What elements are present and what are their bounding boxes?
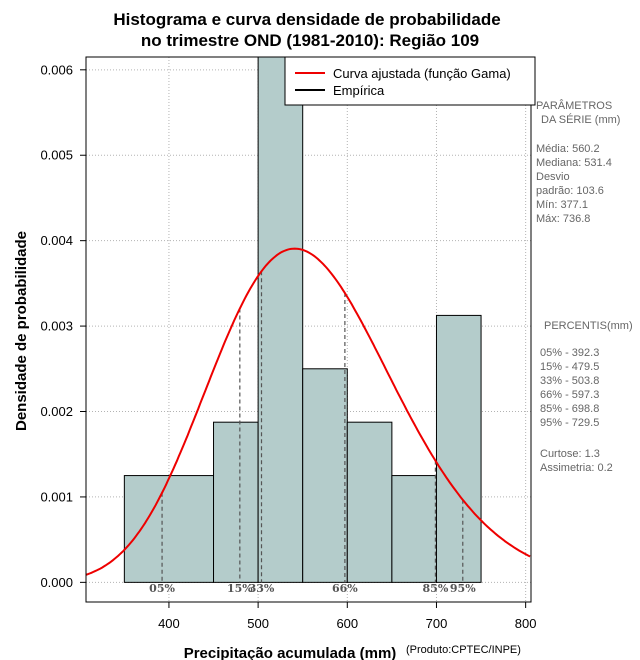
param-median: Mediana: 531.4 — [536, 157, 612, 169]
legend: Curva ajustada (função Gama) Empírica — [284, 56, 536, 106]
fitted-curve-layer — [86, 247, 531, 576]
skewness: Assimetria: 0.2 — [540, 462, 613, 474]
percentile-label-1: 15% — [227, 582, 253, 595]
histogram-bar — [302, 368, 348, 583]
params-title-1: PARÂMETROS — [536, 99, 612, 112]
chart-title-line-1: Histograma e curva densidade de probabil… — [113, 10, 500, 29]
legend-fitted-label: Curva ajustada (função Gama) — [333, 66, 511, 81]
y-tick-label: 0.001 — [40, 489, 73, 504]
percentile-labels: 05% 15%33% 66% 85% 95% — [149, 582, 476, 595]
histogram-bar — [257, 57, 304, 583]
percentis-title: PERCENTIS(mm) — [544, 320, 633, 332]
legend-box — [284, 56, 536, 106]
chart-title-line-2: no trimestre OND (1981-2010): Região 109 — [141, 31, 479, 50]
axis-ticks: 400 500 600 700 800 0.000 0.001 0.002 0.003 0.004… — [40, 62, 536, 631]
percentile-label-2: 33% — [249, 582, 275, 595]
y-axis-title: Densidade de probabilidade — [13, 231, 30, 431]
params-title-2: DA SÉRIE (mm) — [541, 113, 620, 126]
fitted-gamma-curve — [86, 247, 531, 576]
param-max: Máx: 736.8 — [536, 213, 590, 225]
x-tick-label: 800 — [515, 616, 537, 631]
percentil-85: 85% - 698.8 — [540, 403, 599, 415]
x-tick-label: 500 — [247, 616, 269, 631]
percentile-label-4: 85% — [423, 582, 449, 595]
y-tick-label: 0.004 — [40, 233, 73, 248]
y-tick-label: 0.005 — [40, 148, 73, 163]
kurtosis: Curtose: 1.3 — [540, 448, 600, 460]
histogram-bars — [123, 57, 482, 583]
y-tick-label: 0.002 — [40, 404, 73, 419]
x-tick-label: 700 — [426, 616, 448, 631]
percentile-lines — [161, 271, 464, 583]
histogram-bar — [391, 475, 437, 583]
histogram-bar — [346, 421, 393, 583]
y-tick-label: 0.003 — [40, 319, 73, 334]
histogram-bar — [123, 475, 215, 583]
percentile-label-3: 66% — [332, 582, 358, 595]
x-tick-label: 600 — [336, 616, 358, 631]
x-axis-title: Precipitação acumulada (mm) — [184, 645, 397, 660]
histogram-bar — [435, 314, 482, 583]
percentil-15: 15% - 479.5 — [540, 361, 599, 373]
param-sd-label: Desvio — [536, 171, 570, 183]
histogram-bar — [213, 421, 259, 583]
percentil-95: 95% - 729.5 — [540, 417, 599, 429]
param-min: Mín: 377.1 — [536, 199, 588, 211]
percentile-label-5: 95% — [450, 582, 476, 595]
param-mean: Média: 560.2 — [536, 143, 600, 155]
param-sd-value: padrão: 103.6 — [536, 185, 604, 197]
y-tick-label: 0.006 — [40, 62, 73, 77]
product-credit: (Produto:CPTEC/INPE) — [406, 644, 521, 656]
y-tick-label: 0.000 — [40, 575, 73, 590]
legend-empirical-label: Empírica — [333, 83, 385, 98]
x-tick-label: 400 — [158, 616, 180, 631]
side-panel: PARÂMETROS DA SÉRIE (mm) Média: 560.2 Me… — [536, 99, 633, 474]
percentil-33: 33% - 503.8 — [540, 375, 599, 387]
percentil-66: 66% - 597.3 — [540, 389, 599, 401]
percentile-label-0: 05% — [149, 582, 175, 595]
percentil-05: 05% - 392.3 — [540, 347, 599, 359]
